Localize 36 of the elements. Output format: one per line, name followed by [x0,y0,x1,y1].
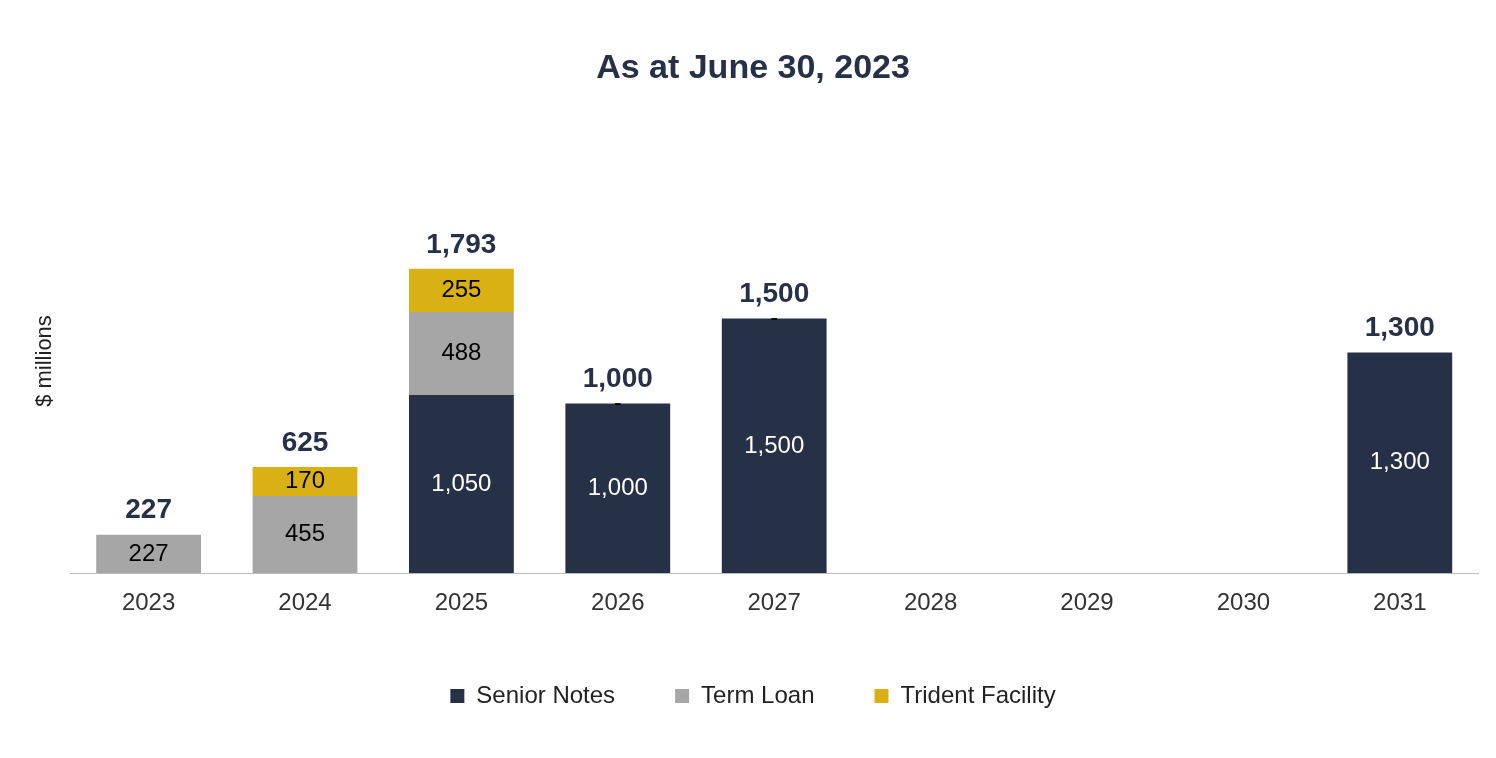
legend-label: Term Loan [701,680,815,708]
x-tick-label: 2029 [1060,588,1114,616]
x-tick-label: 2025 [434,588,489,616]
total-label: 1,793 [426,227,497,259]
data-label: 455 [284,519,326,547]
total-label: 625 [281,425,329,457]
legend-label: Trident Facility [900,680,1056,708]
bar [409,394,514,574]
x-tick-label: 2030 [1216,588,1271,616]
total-label: 227 [125,493,172,525]
data-label: 170 [284,466,326,494]
bar [409,268,514,313]
bar [252,467,358,496]
data-label: 1,500 [744,430,805,458]
data-label: 255 [441,275,482,303]
x-tick-label: 2028 [903,588,958,616]
chart-title: As at June 30, 2023 [596,46,910,85]
y-axis-title: $ millions [31,315,57,407]
data-label: 1,050 [431,468,492,496]
x-tick-label: 2026 [591,588,645,616]
data-label: 227 [128,538,169,566]
legend-label: Senior Notes [476,680,616,708]
data-label: 488 [441,338,482,366]
bar [252,495,358,574]
data-label: 1,300 [1369,447,1430,475]
x-tick-label: 2027 [747,588,801,616]
total-label: 1,300 [1364,311,1435,343]
data-label: 1,000 [587,472,648,500]
x-tick-label: 2023 [121,588,176,616]
bar [409,312,514,395]
bar [565,403,671,574]
x-tick-label: 2031 [1373,588,1427,616]
bar [721,318,827,574]
x-tick-label: 2024 [278,588,332,616]
bar [1347,352,1453,574]
bar [96,534,201,574]
